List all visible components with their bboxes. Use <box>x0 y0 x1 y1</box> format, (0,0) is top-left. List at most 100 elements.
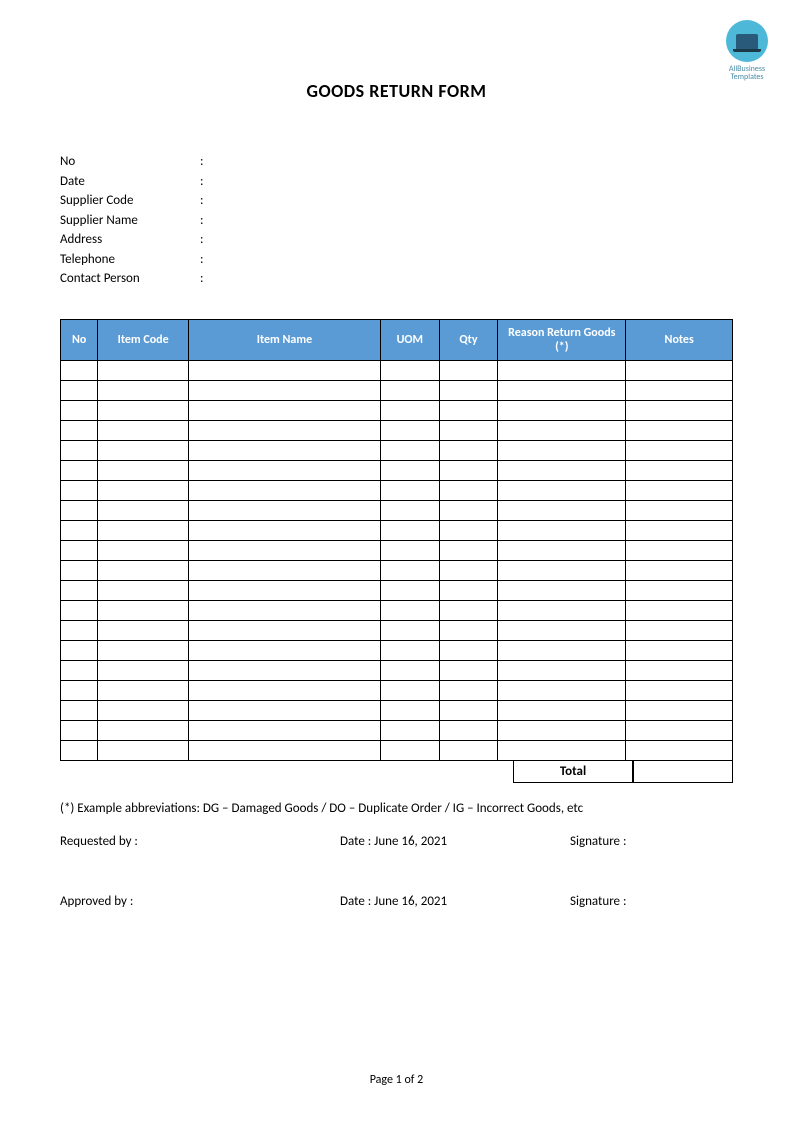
table-cell <box>188 540 380 560</box>
table-cell <box>498 600 626 620</box>
table-row <box>61 560 733 580</box>
approved-date: Date : June 16, 2021 <box>340 894 570 909</box>
table-cell <box>380 560 439 580</box>
table-cell <box>498 520 626 540</box>
table-cell <box>380 400 439 420</box>
total-row: Total <box>60 761 733 783</box>
table-cell <box>188 580 380 600</box>
requested-date: Date : June 16, 2021 <box>340 834 570 849</box>
table-cell <box>439 420 498 440</box>
table-cell <box>380 520 439 540</box>
table-cell <box>626 580 733 600</box>
table-cell <box>98 540 189 560</box>
table-cell <box>498 440 626 460</box>
table-cell <box>188 720 380 740</box>
table-cell <box>61 420 98 440</box>
table-cell <box>626 640 733 660</box>
table-cell <box>98 480 189 500</box>
table-cell <box>498 580 626 600</box>
table-row <box>61 600 733 620</box>
table-cell <box>626 420 733 440</box>
table-cell <box>61 540 98 560</box>
table-cell <box>188 520 380 540</box>
column-header: Item Name <box>188 319 380 360</box>
table-cell <box>188 600 380 620</box>
table-cell <box>61 600 98 620</box>
table-cell <box>380 420 439 440</box>
table-cell <box>98 560 189 580</box>
table-cell <box>188 380 380 400</box>
table-cell <box>626 540 733 560</box>
table-cell <box>498 480 626 500</box>
table-cell <box>380 740 439 760</box>
approved-row: Approved by : Date : June 16, 2021 Signa… <box>60 894 733 909</box>
table-cell <box>626 600 733 620</box>
table-cell <box>98 620 189 640</box>
logo-text-2: Templates <box>726 73 768 81</box>
table-cell <box>626 460 733 480</box>
table-cell <box>498 500 626 520</box>
table-cell <box>188 420 380 440</box>
header-field-colon: : <box>200 250 210 270</box>
header-field-label: No <box>60 152 200 172</box>
table-cell <box>98 460 189 480</box>
table-cell <box>498 660 626 680</box>
table-cell <box>188 740 380 760</box>
requested-by-label: Requested by : <box>60 834 340 849</box>
table-cell <box>61 460 98 480</box>
table-body <box>61 360 733 760</box>
table-cell <box>61 500 98 520</box>
table-cell <box>498 360 626 380</box>
table-cell <box>439 620 498 640</box>
requested-date-label: Date : <box>340 834 371 849</box>
column-header: Notes <box>626 319 733 360</box>
requested-row: Requested by : Date : June 16, 2021 Sign… <box>60 834 733 849</box>
table-cell <box>61 520 98 540</box>
table-cell <box>98 400 189 420</box>
table-cell <box>61 720 98 740</box>
table-row <box>61 400 733 420</box>
table-row <box>61 360 733 380</box>
table-row <box>61 640 733 660</box>
table-row <box>61 420 733 440</box>
table-cell <box>626 700 733 720</box>
table-cell <box>380 580 439 600</box>
signature-section: Requested by : Date : June 16, 2021 Sign… <box>60 834 733 909</box>
page-title: GOODS RETURN FORM <box>60 80 733 102</box>
table-cell <box>380 460 439 480</box>
table-cell <box>439 520 498 540</box>
table-row <box>61 660 733 680</box>
table-cell <box>439 400 498 420</box>
table-header-row: NoItem CodeItem NameUOMQtyReason Return … <box>61 319 733 360</box>
table-cell <box>98 600 189 620</box>
table-cell <box>439 740 498 760</box>
table-cell <box>498 620 626 640</box>
items-table: NoItem CodeItem NameUOMQtyReason Return … <box>60 319 733 761</box>
laptop-icon <box>736 34 758 49</box>
header-field-row: Date: <box>60 172 733 192</box>
requested-date-value: June 16, 2021 <box>374 834 447 849</box>
total-label: Total <box>513 761 633 783</box>
table-cell <box>380 540 439 560</box>
brand-logo: AllBusiness Templates <box>726 20 768 81</box>
table-cell <box>626 440 733 460</box>
table-cell <box>626 380 733 400</box>
table-cell <box>188 480 380 500</box>
table-cell <box>380 480 439 500</box>
header-field-label: Telephone <box>60 250 200 270</box>
table-cell <box>98 680 189 700</box>
table-cell <box>498 640 626 660</box>
page-footer: Page 1 of 2 <box>0 1073 793 1087</box>
table-cell <box>98 740 189 760</box>
table-cell <box>626 680 733 700</box>
header-field-row: Telephone: <box>60 250 733 270</box>
header-field-label: Date <box>60 172 200 192</box>
table-cell <box>498 720 626 740</box>
header-field-colon: : <box>200 172 210 192</box>
table-cell <box>498 420 626 440</box>
table-cell <box>439 380 498 400</box>
table-cell <box>498 740 626 760</box>
column-header: Item Code <box>98 319 189 360</box>
table-cell <box>61 440 98 460</box>
table-row <box>61 500 733 520</box>
